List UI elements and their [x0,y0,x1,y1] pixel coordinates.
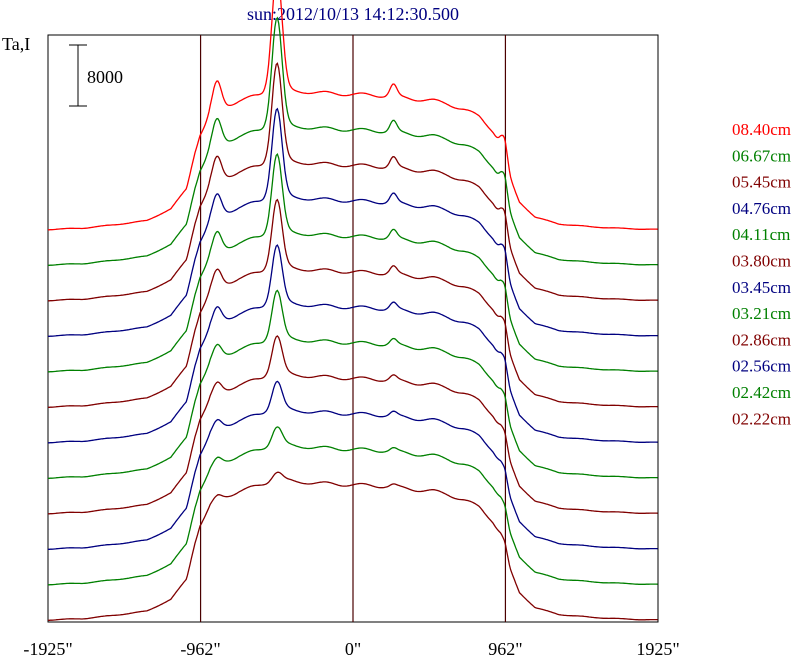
series-line [48,335,658,515]
legend-entry: 03.45cm [732,278,791,297]
legend-entry: 02.22cm [732,409,791,428]
series-line [48,380,658,550]
legend-entry: 05.45cm [732,173,791,192]
series-line [48,153,658,373]
series-line [48,0,658,231]
scale-bar: 8000 [69,44,123,107]
legend-entry: 04.11cm [732,225,790,244]
series-curves [48,0,658,621]
legend: 08.40cm 06.67cm 05.45cm 04.76cm 04.11cm 03.80… [732,120,791,428]
chart-title: sun:2012/10/13 14:12:30.500 [247,4,459,24]
series-line [48,471,658,621]
legend-entry: 02.86cm [732,330,791,349]
x-tick-label: 962" [488,639,522,659]
series-line [48,198,658,408]
legend-entry: 03.80cm [732,252,791,271]
vertical-reference-lines [199,35,507,622]
x-tick-labels: -1925" -962" 0" 962" 1925" [23,639,679,659]
series-line [48,62,658,302]
legend-entry: 03.21cm [732,304,791,323]
x-tick-label: -1925" [23,639,72,659]
legend-entry: 04.76cm [732,199,791,218]
legend-entry: 02.56cm [732,357,791,376]
y-axis-label: Ta,I [2,34,30,54]
legend-entry: 08.40cm [732,120,791,139]
legend-entry: 06.67cm [732,146,791,165]
x-tick-label: 1925" [636,639,679,659]
x-tick-label: 0" [345,639,361,659]
scale-bar-label: 8000 [87,67,123,87]
series-line [48,244,658,444]
series-line [48,426,658,586]
series-line [48,16,658,266]
series-line [48,289,658,479]
series-line [48,107,658,337]
legend-entry: 02.42cm [732,383,791,402]
x-tick-label: -962" [180,639,220,659]
